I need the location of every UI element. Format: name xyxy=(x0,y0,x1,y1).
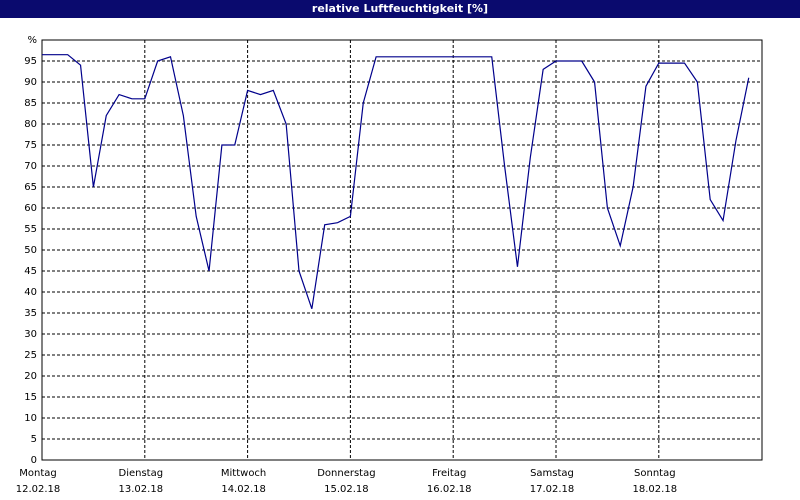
y-tick-label: 65 xyxy=(24,182,37,193)
chart-title: relative Luftfeuchtigkeit [%] xyxy=(312,2,488,15)
x-tick-date: 12.02.18 xyxy=(16,484,61,495)
x-tick-label: Montag xyxy=(19,468,56,479)
x-tick-date: 14.02.18 xyxy=(221,484,266,495)
y-tick-label: 90 xyxy=(24,77,37,88)
y-tick-label: 70 xyxy=(24,161,37,172)
y-tick-label: 5 xyxy=(31,434,37,445)
x-tick-date: 18.02.18 xyxy=(633,484,678,495)
y-tick-label: 35 xyxy=(24,308,37,319)
y-tick-label: 80 xyxy=(24,119,37,130)
y-tick-label: 95 xyxy=(24,56,37,67)
y-tick-label: 55 xyxy=(24,224,37,235)
y-tick-label: 75 xyxy=(24,140,37,151)
y-tick-label: 50 xyxy=(24,245,37,256)
y-tick-label: 40 xyxy=(24,287,37,298)
y-tick-label: % xyxy=(27,35,37,46)
y-tick-label: 20 xyxy=(24,371,37,382)
x-tick-date: 15.02.18 xyxy=(324,484,369,495)
y-tick-label: 25 xyxy=(24,350,37,361)
x-tick-label: Freitag xyxy=(432,468,466,479)
y-tick-label: 30 xyxy=(24,329,37,340)
y-tick-label: 60 xyxy=(24,203,37,214)
x-tick-date: 16.02.18 xyxy=(427,484,472,495)
x-tick-label: Samstag xyxy=(530,468,574,479)
line-series xyxy=(42,54,750,309)
x-tick-date: 17.02.18 xyxy=(530,484,575,495)
y-tick-label: 15 xyxy=(24,392,37,403)
y-tick-label: 0 xyxy=(31,455,37,466)
title-bar xyxy=(0,0,800,18)
x-tick-date: 13.02.18 xyxy=(119,484,164,495)
x-tick-label: Dienstag xyxy=(119,468,164,479)
y-tick-label: 45 xyxy=(24,266,37,277)
y-tick-label: 85 xyxy=(24,98,37,109)
x-tick-label: Donnerstag xyxy=(317,468,375,479)
y-tick-label: 10 xyxy=(24,413,37,424)
x-tick-label: Sonntag xyxy=(634,468,676,479)
x-tick-label: Mittwoch xyxy=(221,468,266,479)
